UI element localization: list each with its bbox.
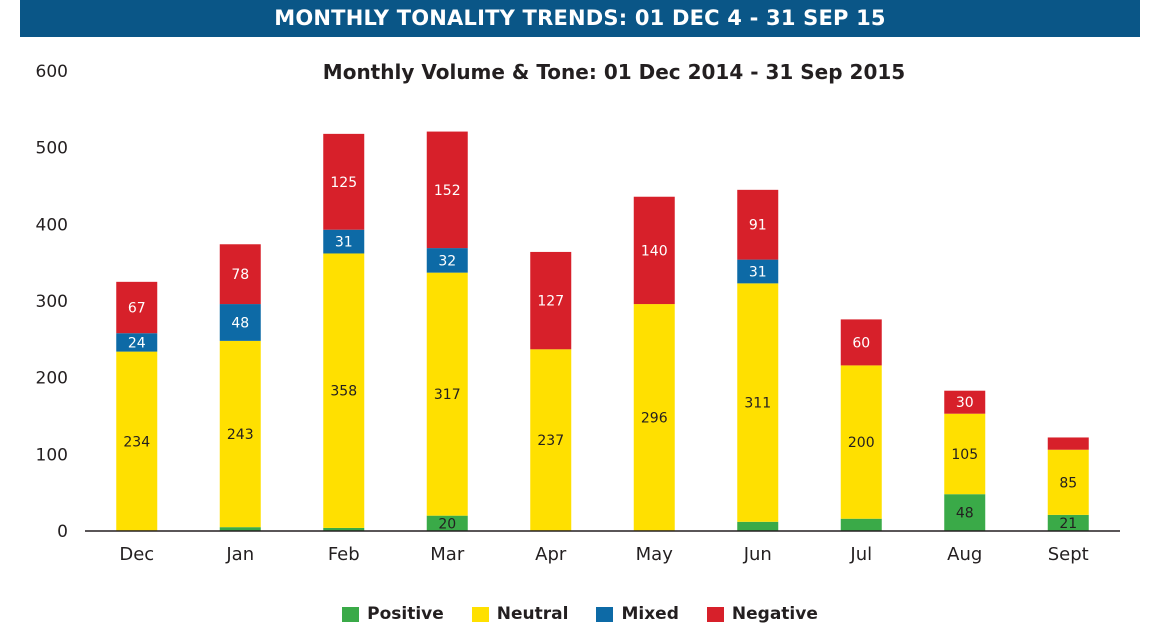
bar-segment-negative [1047, 437, 1089, 450]
data-label: 296 [641, 411, 668, 427]
bar-segment-negative [426, 131, 468, 249]
bar-segment-positive [1047, 514, 1089, 531]
data-label: 48 [956, 506, 974, 522]
bar-segment-negative [944, 390, 986, 414]
y-tick-label: 100 [36, 445, 68, 465]
data-label: 60 [852, 335, 870, 351]
bar-segment-mixed [737, 259, 779, 284]
data-label: 31 [335, 235, 353, 251]
legend-swatch [706, 606, 724, 622]
bar-segment-positive [219, 527, 261, 531]
legend-item-positive: Positive [342, 602, 444, 626]
bar-segment-positive [840, 518, 882, 531]
stacked-bar-chart: Monthly Volume & Tone: 01 Dec 2014 - 31 … [36, 60, 1120, 565]
bar-segment-mixed [116, 333, 158, 352]
y-tick-label: 600 [36, 62, 68, 82]
bar-segment-neutral [840, 365, 882, 519]
data-label: 21 [1059, 516, 1077, 532]
data-label: 105 [951, 447, 978, 463]
y-tick-label: 400 [36, 215, 68, 235]
bar-segment-negative [633, 196, 675, 305]
legend-label: Negative [731, 604, 818, 624]
bar-segment-positive [737, 521, 779, 531]
bar-segment-positive [323, 527, 365, 531]
data-label: 85 [1059, 475, 1077, 491]
data-label: 48 [231, 315, 249, 331]
bar-segment-mixed [323, 229, 365, 254]
legend-label: Positive [367, 604, 444, 624]
bar-segment-neutral [323, 253, 365, 528]
data-label: 78 [231, 267, 249, 283]
data-label: 200 [848, 435, 875, 451]
data-label: 32 [438, 253, 456, 269]
data-label: 125 [330, 175, 357, 191]
x-tick-label: Jan [225, 544, 254, 565]
bar-segment-negative [530, 251, 572, 350]
banner-title: MONTHLY TONALITY TRENDS: 01 DEC 4 - 31 S… [20, 0, 1140, 37]
legend: Positive Neutral Mixed Negative [0, 602, 1160, 626]
bar-segment-neutral [530, 349, 572, 531]
data-label: 234 [123, 434, 150, 450]
bar-segment-neutral [1047, 449, 1089, 515]
x-tick-label: May [636, 544, 674, 565]
x-tick-label: Aug [947, 544, 982, 565]
legend-swatch [596, 606, 614, 622]
data-label: 30 [956, 395, 974, 411]
data-label: 91 [749, 218, 767, 234]
data-label: 358 [330, 384, 357, 400]
bar-segment-neutral [219, 340, 261, 528]
legend-swatch [342, 606, 360, 622]
bar-segment-negative [219, 244, 261, 305]
data-label: 16 [1059, 422, 1077, 438]
bar-segment-positive [426, 515, 468, 531]
data-label: 31 [749, 264, 767, 280]
x-tick-label: Mar [430, 544, 465, 565]
data-label: 67 [128, 301, 146, 317]
bar-segment-negative [116, 281, 158, 334]
data-label: 140 [641, 243, 668, 259]
y-tick-label: 500 [36, 139, 68, 159]
bar-segment-neutral [737, 283, 779, 522]
y-tick-label: 300 [36, 292, 68, 312]
legend-label: Neutral [496, 604, 569, 624]
bar-segment-mixed [219, 304, 261, 341]
legend-item-neutral: Neutral [471, 602, 569, 626]
x-tick-label: Jun [743, 544, 772, 565]
data-label: 24 [128, 335, 146, 351]
legend-item-negative: Negative [706, 602, 818, 626]
bar-segment-positive [944, 494, 986, 531]
bar-segment-neutral [944, 413, 986, 495]
bar-segment-neutral [426, 272, 468, 516]
data-label: 311 [744, 396, 771, 412]
data-label: 243 [227, 427, 254, 443]
bar-segment-negative [737, 189, 779, 260]
x-tick-label: Dec [119, 544, 154, 565]
legend-swatch [471, 606, 489, 622]
legend-label: Mixed [621, 604, 679, 624]
bar-segment-mixed [426, 248, 468, 273]
legend-item-mixed: Mixed [596, 602, 679, 626]
data-label: 317 [434, 387, 461, 403]
chart-title: Monthly Volume & Tone: 01 Dec 2014 - 31 … [323, 60, 905, 84]
bar-segment-negative [323, 133, 365, 230]
x-tick-label: Sept [1048, 544, 1089, 565]
data-label: 152 [434, 183, 461, 199]
y-tick-label: 200 [36, 369, 68, 389]
y-tick-label: 0 [57, 522, 68, 542]
x-tick-label: Feb [328, 544, 360, 565]
bar-segment-neutral [116, 351, 158, 531]
data-label: 20 [438, 516, 456, 532]
data-label: 127 [537, 294, 564, 310]
x-tick-label: Jul [849, 544, 872, 565]
bar-segment-negative [840, 319, 882, 366]
x-tick-label: Apr [535, 544, 567, 565]
bar-segment-neutral [633, 304, 675, 531]
data-label: 237 [537, 433, 564, 449]
